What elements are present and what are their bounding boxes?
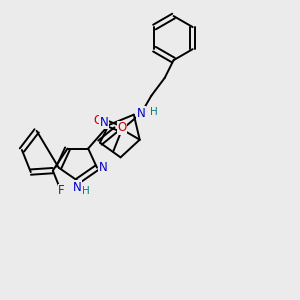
Text: N: N [98, 161, 107, 174]
Text: F: F [58, 184, 65, 197]
Text: N: N [137, 107, 146, 120]
Text: O: O [93, 114, 103, 127]
Text: O: O [117, 122, 127, 134]
Text: N: N [73, 181, 82, 194]
Text: N: N [100, 116, 109, 128]
Text: H: H [82, 186, 90, 196]
Text: H: H [150, 107, 158, 117]
